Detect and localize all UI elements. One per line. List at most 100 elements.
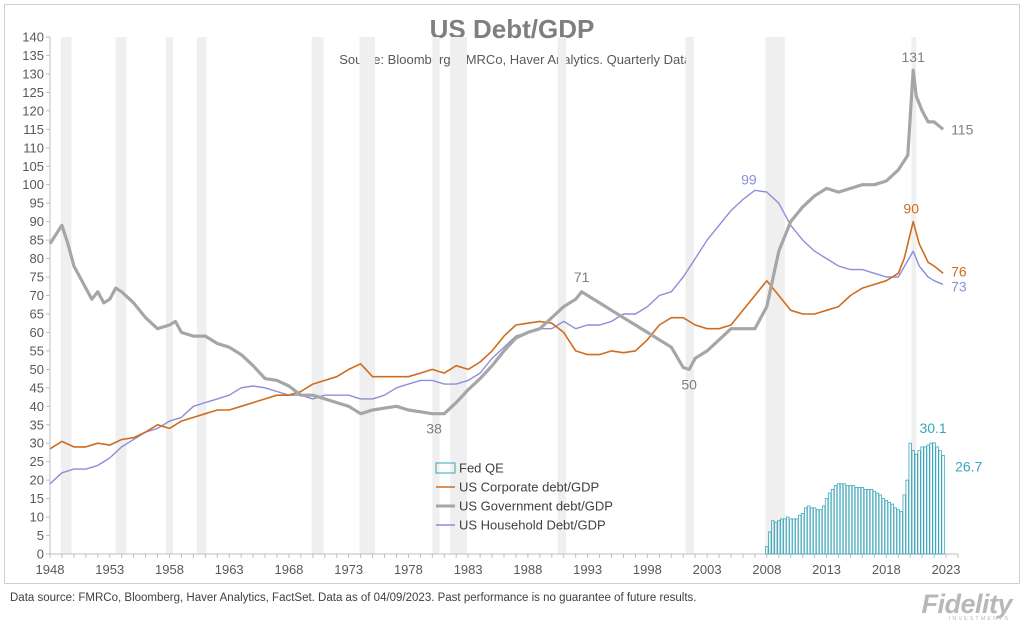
y-tick-label: 95: [30, 196, 44, 211]
x-tick-label: 1963: [215, 562, 244, 577]
data-label: 26.7: [955, 458, 982, 474]
fed-qe-bar: [798, 514, 802, 555]
fed-qe-bar: [774, 522, 778, 555]
fed-qe-bar: [887, 501, 891, 555]
fed-qe-bar: [893, 507, 897, 555]
fed-qe-bar: [851, 485, 856, 555]
series-lines: [48, 68, 945, 485]
fed-qe-bar: [804, 507, 808, 555]
fed-qe-bar: [917, 450, 921, 555]
y-tick-label: 135: [22, 48, 44, 63]
data-label: 30.1: [919, 420, 946, 436]
fed-qe-bar: [920, 446, 924, 555]
y-tick-label: 75: [30, 270, 44, 285]
fed-qe-bar: [768, 531, 772, 555]
y-tick-label: 125: [22, 85, 44, 100]
recession-band: [115, 37, 127, 554]
fed-qe-bar: [902, 494, 906, 555]
fed-qe-bar: [845, 485, 850, 555]
fed-qe-bar: [932, 442, 936, 555]
fed-qe-bar: [857, 487, 862, 555]
x-tick-label: 1973: [334, 562, 363, 577]
x-tick-label: 1948: [36, 562, 65, 577]
fed-qe-bar: [905, 479, 909, 555]
fed-qe-bar: [780, 518, 784, 555]
fed-qe-bar: [795, 518, 799, 555]
legend-label: US Corporate debt/GDP: [459, 480, 599, 495]
chart-frame: [4, 4, 1020, 584]
y-tick-label: 5: [37, 528, 44, 543]
y-tick-label: 50: [30, 362, 44, 377]
y-tick-label: 0: [37, 547, 44, 562]
data-label: 38: [426, 421, 442, 437]
y-tick-label: 20: [30, 473, 44, 488]
fed-qe-bar: [884, 500, 888, 555]
fed-qe-bar: [854, 487, 859, 555]
y-tick-label: 35: [30, 417, 44, 432]
fed-qe-bar: [833, 485, 838, 555]
fed-qe-bar: [908, 442, 912, 555]
x-tick-label: 1983: [454, 562, 483, 577]
fed-qe-bar: [929, 442, 933, 555]
legend-swatch-fed-qe: [435, 462, 456, 474]
recession-band: [432, 37, 440, 554]
y-tick-label: 105: [22, 159, 44, 174]
y-tick-label: 25: [30, 454, 44, 469]
fed-qe-bar: [926, 444, 930, 555]
data-label: 76: [951, 263, 967, 279]
fed-qe-bar: [914, 453, 918, 555]
y-tick-label: 110: [23, 140, 44, 155]
fed-qe-bars: [765, 442, 945, 555]
y-tick-label: 80: [30, 251, 44, 266]
data-label: 131: [902, 49, 926, 65]
fed-qe-bar: [935, 446, 939, 555]
legend-label: US Government debt/GDP: [459, 499, 613, 514]
y-tick-label: 140: [22, 30, 44, 45]
recession-band: [450, 37, 467, 554]
fed-qe-bar: [818, 509, 823, 555]
fed-qe-bar: [815, 509, 820, 555]
data-label: 115: [951, 121, 974, 137]
x-tick-label: 1968: [274, 562, 303, 577]
fed-qe-bar: [836, 483, 841, 555]
fidelity-logo-sub: INVESTMENTS: [948, 616, 1010, 622]
fed-qe-bar: [863, 488, 868, 555]
recession-band: [765, 37, 785, 554]
x-tick-label: 2018: [872, 562, 901, 577]
fed-qe-bar: [848, 485, 853, 555]
y-tick-label: 60: [30, 325, 44, 340]
x-tick-label: 2008: [752, 562, 781, 577]
axes: 0 5 10 15 20 25 30 35 40 45 50 55 60 65 70 75 80 85 90 95 10…: [22, 30, 960, 578]
y-tick-label: 65: [30, 306, 44, 321]
data-label: 99: [741, 171, 757, 187]
fed-qe-bar: [890, 503, 894, 555]
fidelity-logo: Fidelity: [921, 589, 1012, 619]
x-tick-label: 1978: [394, 562, 423, 577]
recession-band: [359, 37, 375, 554]
fed-qe-bar: [783, 518, 787, 555]
data-label: 71: [574, 269, 590, 285]
chart-subtitle: Source: Bloomberg, FMRCo, Haver Analytic…: [339, 52, 695, 67]
recession-band: [685, 37, 694, 554]
y-tick-label: 15: [30, 491, 44, 506]
fed-qe-bar: [860, 487, 865, 555]
recession-band: [60, 37, 72, 554]
series-line-us-household-debt-gdp: [49, 189, 944, 485]
x-tick-label: 1958: [155, 562, 184, 577]
data-label: 50: [681, 376, 697, 392]
fed-qe-bar: [941, 455, 945, 555]
data-label: 73: [951, 278, 967, 294]
y-tick-label: 115: [23, 122, 44, 137]
fed-qe-bar: [830, 488, 835, 555]
fed-qe-bar: [824, 498, 829, 555]
recession-shading: [60, 37, 917, 554]
recession-band: [557, 37, 567, 554]
fed-qe-bar: [866, 488, 871, 555]
x-tick-label: 1988: [513, 562, 542, 577]
fed-qe-bar: [938, 450, 942, 555]
x-tick-label: 2023: [932, 562, 961, 577]
fed-qe-bar: [786, 516, 790, 555]
y-tick-label: 10: [30, 510, 44, 525]
